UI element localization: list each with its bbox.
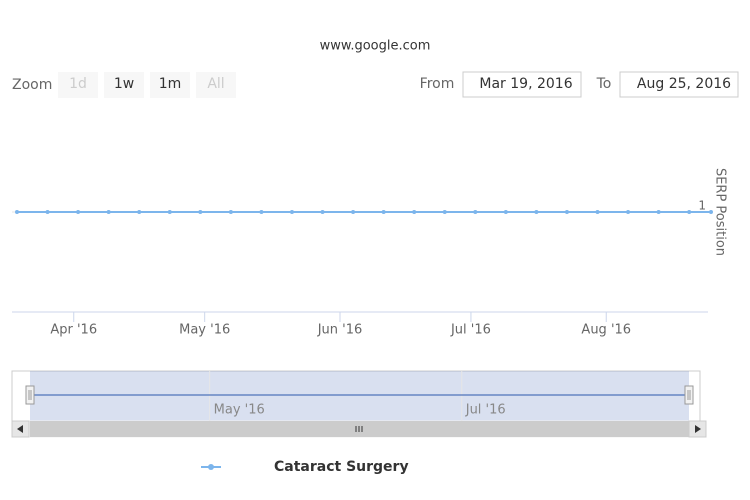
x-tick-label: Jul '16	[450, 323, 491, 338]
point	[15, 210, 19, 214]
point	[534, 210, 539, 214]
point	[564, 210, 569, 214]
point	[351, 210, 356, 214]
to-value: Aug 25, 2016	[637, 76, 731, 92]
chart-title: www.google.com	[320, 39, 431, 54]
point	[228, 210, 233, 214]
zoom-label: Zoom	[12, 77, 52, 93]
x-tick-label: Aug '16	[581, 323, 631, 338]
legend-marker	[208, 464, 214, 470]
point	[595, 210, 600, 214]
y-axis-title: SERP Position	[713, 168, 728, 256]
zoom-button-label: 1d	[69, 76, 87, 92]
point	[656, 210, 661, 214]
zoom-button-label: All	[207, 76, 224, 92]
point	[412, 210, 417, 214]
to-label: To	[596, 76, 612, 92]
legend-label[interactable]: Cataract Surgery	[274, 459, 409, 475]
zoom-button-label: 1m	[159, 76, 182, 92]
point	[106, 210, 111, 214]
zoom-button	[196, 72, 236, 98]
zoom-button-label: 1w	[114, 76, 134, 92]
arrow-icon	[17, 425, 23, 433]
point	[76, 210, 81, 214]
from-input[interactable]	[462, 71, 582, 98]
point	[320, 210, 325, 214]
point	[45, 210, 50, 214]
point	[381, 210, 386, 214]
arrow-icon	[695, 425, 701, 433]
handle-grip	[687, 390, 691, 400]
navigator-handle[interactable]	[684, 385, 694, 405]
zoom-button[interactable]	[150, 72, 190, 98]
point	[709, 210, 713, 214]
y-tick-label: 1	[698, 199, 706, 213]
x-tick-label: Apr '16	[50, 323, 97, 338]
point	[503, 210, 508, 214]
point	[473, 210, 478, 214]
point	[626, 210, 631, 214]
handle-grip	[28, 390, 32, 400]
navigator-mask[interactable]	[30, 371, 689, 421]
point	[167, 210, 172, 214]
grip-icon	[355, 426, 363, 432]
x-tick-label: Jun '16	[317, 323, 363, 338]
point	[198, 210, 203, 214]
point	[442, 210, 447, 214]
point	[289, 210, 294, 214]
zoom-button[interactable]	[104, 72, 144, 98]
zoom-button	[58, 72, 98, 98]
from-label: From	[420, 76, 455, 92]
from-value: Mar 19, 2016	[479, 76, 572, 92]
navigator-tick-label: May '16	[214, 403, 265, 418]
point	[137, 210, 142, 214]
point	[687, 210, 692, 214]
navigator-tick-label: Jul '16	[465, 403, 506, 418]
point	[259, 210, 264, 214]
navigator-handle[interactable]	[25, 385, 35, 405]
to-input[interactable]	[619, 71, 739, 98]
x-tick-label: May '16	[179, 323, 230, 338]
